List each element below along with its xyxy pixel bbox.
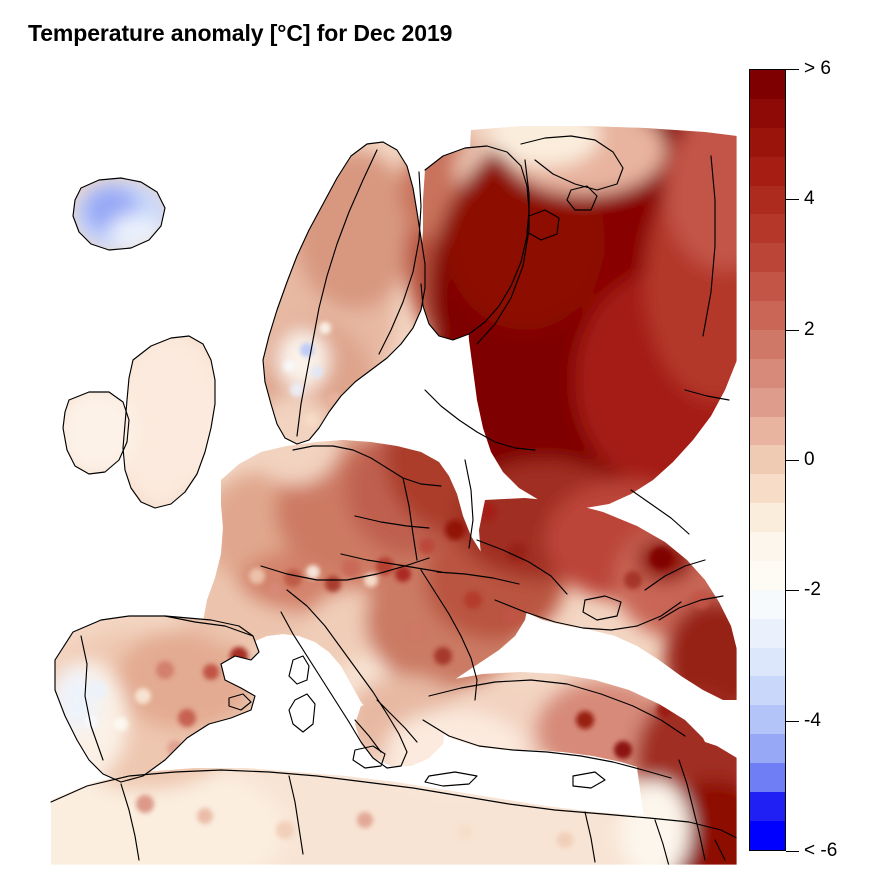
colorbar-band: [750, 791, 785, 821]
colorbar-band: [750, 272, 785, 301]
colorbar-tick-label: -2: [804, 579, 821, 601]
colorbar-tick-mark: [786, 329, 799, 331]
colorbar-band: [750, 301, 785, 330]
colorbar-band: [750, 474, 785, 504]
colorbar-band: [750, 820, 785, 850]
anomaly-map: [25, 60, 738, 866]
colorbar-band: [750, 185, 785, 215]
colorbar-tick-label: 0: [804, 449, 815, 470]
colorbar-band: [750, 763, 785, 792]
colorbar-band: [750, 676, 785, 706]
colorbar-tick-mark: [786, 199, 799, 201]
colorbar-band: [750, 70, 785, 99]
colorbar-ticks: > 6 4 2 0 -2 -4 < -6: [786, 58, 871, 861]
colorbar-tick-mark: [786, 851, 799, 852]
page-title: Temperature anomaly [°C] for Dec 2019: [28, 20, 453, 46]
colorbar-tick-label: > 6: [804, 58, 831, 79]
colorbar-band: [750, 416, 785, 446]
colorbar-tick-label: 4: [804, 188, 815, 210]
colorbar-band: [750, 503, 785, 532]
colorbar-tick-mark: [786, 590, 799, 592]
colorbar-band: [750, 387, 785, 417]
colorbar: [749, 69, 786, 851]
colorbar-band: [750, 98, 785, 128]
map-panel: [25, 60, 738, 866]
colorbar-band: [750, 243, 785, 273]
colorbar-band: [750, 705, 785, 735]
colorbar-band: [750, 560, 785, 590]
colorbar-band: [750, 647, 785, 677]
colorbar-tick-label: 2: [804, 318, 815, 340]
colorbar-band: [750, 618, 785, 648]
colorbar-band: [750, 358, 785, 388]
colorbar-band: [750, 445, 785, 475]
colorbar-tick-label: < -6: [804, 840, 838, 861]
colorbar-band: [750, 532, 785, 561]
colorbar-band: [750, 214, 785, 244]
coastlines: [50, 135, 738, 866]
colorbar-band: [750, 589, 785, 619]
colorbar-band: [750, 127, 785, 157]
colorbar-band: [750, 734, 785, 763]
colorbar-tick-mark: [786, 69, 799, 70]
colorbar-tick-mark: [786, 720, 799, 722]
colorbar-tick-mark: [786, 460, 799, 461]
colorbar-band: [750, 329, 785, 359]
colorbar-tick-label: -4: [804, 709, 821, 731]
colorbar-band: [750, 156, 785, 186]
